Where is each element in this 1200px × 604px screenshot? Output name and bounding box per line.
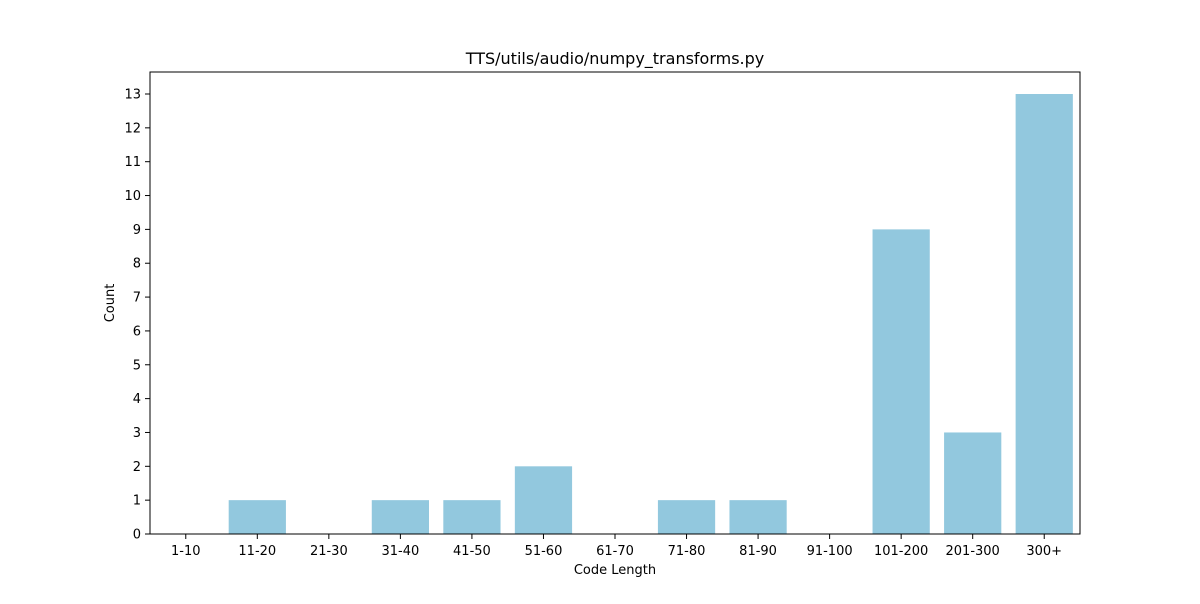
y-tick-label: 13: [124, 88, 141, 103]
y-tick-label: 0: [133, 528, 141, 543]
bar-31-40: [371, 500, 429, 534]
x-axis-label: Code Length: [574, 563, 656, 578]
axes-layer: [149, 71, 1081, 535]
y-tick-label: 9: [133, 223, 141, 238]
x-tick-label: 71-80: [668, 544, 706, 559]
x-tick-label: 101-200: [874, 544, 928, 559]
x-tick-label: 81-90: [739, 544, 777, 559]
bar-41-50: [443, 500, 501, 534]
bar-81-90: [729, 500, 787, 534]
x-tick-label: 31-40: [381, 544, 419, 559]
bar-71-80: [657, 500, 716, 534]
y-tick-label: 11: [124, 155, 141, 170]
plot-frame: [149, 71, 1081, 535]
y-tick-label: 6: [133, 324, 141, 339]
y-tick-label: 3: [133, 426, 141, 441]
y-tick-label: 12: [124, 121, 141, 136]
bars-layer: [228, 94, 1073, 534]
x-tick-label: 21-30: [310, 544, 348, 559]
bar-51-60: [514, 466, 573, 534]
y-axis-label: Count: [103, 284, 118, 323]
y-tick-label: 5: [133, 358, 141, 373]
y-tick-label: 1: [133, 494, 141, 509]
x-tick-label: 61-70: [596, 544, 634, 559]
x-tick-label: 1-10: [171, 544, 201, 559]
y-tick-label: 8: [133, 257, 141, 272]
bar-201-300: [944, 432, 1002, 534]
y-tick-label: 2: [133, 460, 141, 475]
y-tick-label: 4: [133, 392, 141, 407]
x-tick-label: 11-20: [238, 544, 276, 559]
x-tick-label: 300+: [1026, 544, 1062, 559]
bar-11-20: [228, 500, 286, 534]
x-tick-label: 41-50: [453, 544, 491, 559]
chart-title: TTS/utils/audio/numpy_transforms.py: [465, 49, 765, 69]
bar-101-200: [872, 229, 930, 534]
bar-300+: [1015, 94, 1073, 534]
y-tick-label: 10: [124, 189, 141, 204]
x-tick-label: 51-60: [525, 544, 563, 559]
x-tick-label: 91-100: [807, 544, 853, 559]
x-tick-label: 201-300: [946, 544, 1000, 559]
x-ticks: 1-10 11-20 21-30 31-40 41-50 51-60 61-70 71-80 8…: [171, 534, 1062, 559]
y-tick-label: 7: [133, 291, 141, 306]
